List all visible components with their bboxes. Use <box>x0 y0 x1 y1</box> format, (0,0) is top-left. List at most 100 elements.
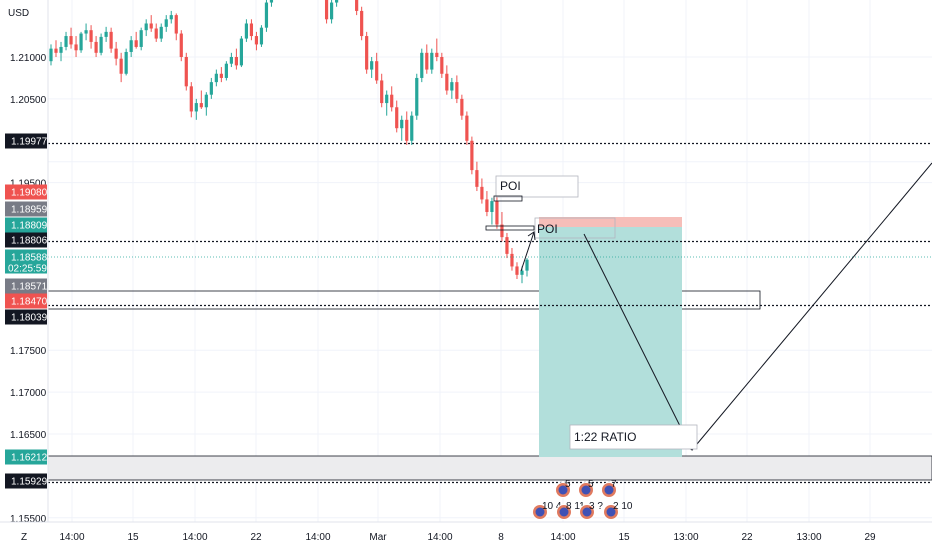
x-tick-label: Mar <box>369 532 387 543</box>
price-tag-value: 1.16212 <box>11 453 48 464</box>
candle-body <box>380 80 384 104</box>
candle-body <box>405 119 409 141</box>
candle-body <box>365 36 369 70</box>
candle-body <box>259 27 264 45</box>
event-globe-icon <box>582 507 592 517</box>
poi-box-1[interactable] <box>495 175 579 198</box>
projected-rise-line[interactable] <box>691 162 932 451</box>
candle-body <box>460 98 464 116</box>
price-tag[interactable] <box>5 278 47 294</box>
event-globe-icon <box>535 507 545 517</box>
candle-body <box>189 86 193 112</box>
x-tick-label: 14:00 <box>427 532 452 543</box>
x-tick-label: 13:00 <box>673 532 698 543</box>
candle-body <box>214 73 218 83</box>
candle-body <box>375 61 379 81</box>
candle-body <box>410 115 414 141</box>
y-tick-label: 1.17000 <box>10 388 47 399</box>
event-count: 8 11 <box>566 501 585 512</box>
price-tag[interactable] <box>5 449 47 465</box>
x-tick-label: 14:00 <box>59 532 84 543</box>
candle-body <box>209 82 213 95</box>
poi-box-2[interactable] <box>534 217 616 239</box>
event-count: 5 <box>565 479 571 490</box>
candle-body <box>480 186 484 200</box>
candle-body <box>239 38 243 66</box>
candle-body <box>79 33 83 51</box>
candle-body <box>390 94 394 108</box>
candle-body <box>400 119 404 129</box>
candle-body <box>224 63 228 78</box>
price-tag[interactable] <box>5 249 47 274</box>
candle-body <box>505 237 509 254</box>
ratio-label: 1:22 RATIO <box>574 430 636 444</box>
candle-body <box>510 253 514 267</box>
event-count: 5 <box>588 479 594 490</box>
candle-body <box>134 40 138 47</box>
stop-loss-zone[interactable] <box>539 217 682 227</box>
candle-body <box>139 30 143 47</box>
x-tick-label: 13:00 <box>796 532 821 543</box>
candle-body <box>149 23 153 29</box>
take-profit-zone[interactable] <box>539 227 682 457</box>
candle-body <box>425 52 429 70</box>
economic-events[interactable]: 5 5 7 10 4 8 11 3 ? 2 10 <box>532 479 633 520</box>
event-globe-icon <box>558 485 568 495</box>
x-tick-label: 14:00 <box>550 532 575 543</box>
candle-body <box>199 103 203 108</box>
candle-body <box>445 73 449 91</box>
candle-body <box>109 31 113 49</box>
dotted-levels <box>48 142 932 484</box>
event-globe-icon <box>606 507 616 517</box>
event-globe-icon <box>559 507 569 517</box>
time-axis[interactable] <box>0 522 932 550</box>
bar-countdown: 02:25:59 <box>8 264 47 275</box>
currency-label: USD <box>8 8 29 19</box>
candle-body <box>420 52 424 78</box>
timezone-label[interactable]: Z <box>21 532 27 543</box>
x-tick-label: 29 <box>864 532 876 543</box>
candle-body <box>94 41 98 53</box>
price-tags: 1.19977 1.19080 1.18959 1.18809 1.18806 1.185… <box>5 133 48 489</box>
candle-body <box>49 48 53 62</box>
candle-body <box>370 61 374 70</box>
candle-body <box>254 36 259 45</box>
candle-body <box>485 199 489 212</box>
candle-body <box>129 40 133 52</box>
candle-body <box>154 28 158 39</box>
candle-body <box>440 57 444 74</box>
candle-body <box>124 51 128 74</box>
x-tick-label: 14:00 <box>182 532 207 543</box>
candle-body <box>324 0 329 20</box>
candle-body <box>84 30 88 34</box>
price-tag[interactable] <box>5 473 47 489</box>
price-tag[interactable] <box>5 293 47 309</box>
price-tag[interactable] <box>5 309 47 325</box>
projected-drop-line[interactable] <box>583 233 693 451</box>
candle-body <box>495 201 499 225</box>
price-tag[interactable] <box>5 184 47 200</box>
y-tick-labels: 1.21000 1.20500 1.19500 1.17500 1.17000 1.165… <box>10 53 47 525</box>
candle-body <box>179 33 183 57</box>
candle-body <box>355 0 359 11</box>
candle-body <box>475 170 479 187</box>
y-tick-label: 1.21000 <box>10 53 47 64</box>
ratio-label-box[interactable] <box>569 424 698 450</box>
price-tag[interactable] <box>5 232 47 248</box>
event-count: 10 4 <box>542 501 562 512</box>
price-tag-value: 1.18806 <box>11 236 48 247</box>
candle-body <box>219 73 223 78</box>
candle-body <box>119 58 123 74</box>
price-tag-value: 1.18470 <box>11 297 48 308</box>
price-tag[interactable] <box>5 201 47 217</box>
price-tag-value: 1.18571 <box>11 282 48 293</box>
event-globe-icon <box>604 485 614 495</box>
price-tag[interactable] <box>5 217 47 233</box>
candle-body <box>465 115 469 141</box>
projected-move-line[interactable] <box>520 231 535 272</box>
price-tag[interactable] <box>5 133 47 149</box>
x-tick-label: 15 <box>127 532 139 543</box>
x-tick-label: 22 <box>741 532 753 543</box>
candle-body <box>470 140 474 171</box>
